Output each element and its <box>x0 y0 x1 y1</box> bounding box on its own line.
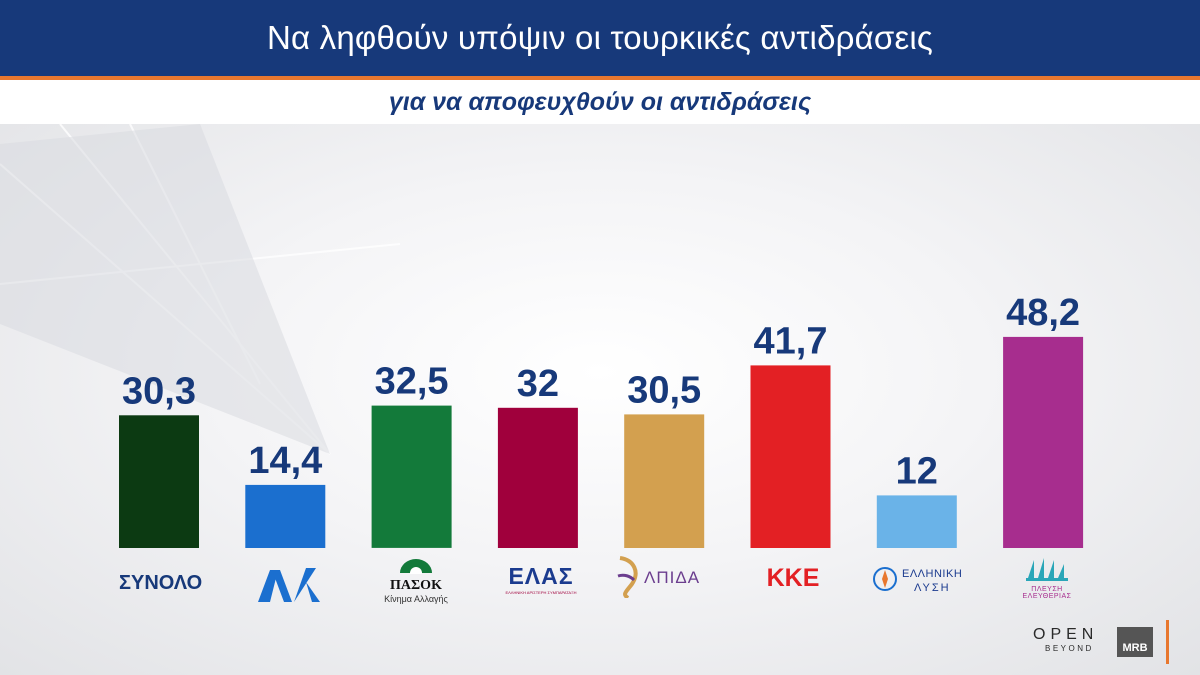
bar-1 <box>245 484 326 548</box>
logo-nd: ΝΔ <box>250 562 330 606</box>
pasok-logo-text: ΠΑΣΟΚ <box>390 578 442 593</box>
bar-3 <box>497 407 578 548</box>
logo-elas: ΕΛΑΣ ΕΛΛΗΝΙΚΗ ΑΡΙΣΤΕΡΗ ΣΥΜΠΑΡΑΤΑΞΗ <box>496 563 586 595</box>
bar-value-label-0: 30,3 <box>122 370 196 412</box>
bar-value-label-5: 41,7 <box>754 320 828 362</box>
logo-pasok: ΠΑΣΟΚ Κίνημα Αλλαγής <box>374 556 458 604</box>
elpida-logo-text: ΛΠΙΔΑ <box>644 568 701 587</box>
open-beyond-logo: OPEN BEYOND <box>1033 626 1103 660</box>
kke-logo-text: ΚΚΕ <box>766 564 820 592</box>
open-logo-text: OPEN <box>1033 626 1099 643</box>
bar-0 <box>119 415 199 548</box>
bar-7 <box>1003 336 1084 548</box>
logo-elliniki-lysi: ΕΛΛΗΝΙΚΗ ΛΥΣΗ <box>870 562 963 598</box>
elliniki-lysi-compass-icon <box>873 567 897 591</box>
beyond-logo-text: BEYOND <box>1045 644 1094 653</box>
plefsi-sails-icon <box>1026 558 1068 581</box>
mrb-logo-text: MRB <box>1122 642 1148 654</box>
elliniki-lysi-text-2: ΛΥΣΗ <box>914 582 951 594</box>
bar-2 <box>371 405 452 548</box>
bar-5 <box>750 365 831 548</box>
logo-total-label: ΣΥΝΟΛΟ <box>119 572 203 594</box>
pasok-logo-sub: Κίνημα Αλλαγής <box>384 594 448 604</box>
pasok-sun-icon <box>400 559 432 579</box>
logo-plefsi: ΠΛΕΥΣΗ ΕΛΕΥΘΕΡΙΑΣ <box>1012 556 1082 600</box>
logo-elpida: ΛΠΙΔΑ <box>612 554 712 600</box>
background-decoration <box>0 124 401 455</box>
header-bar: Να ληφθούν υπόψιν οι τουρκικές αντιδράσε… <box>0 0 1200 76</box>
mrb-logo: MRB <box>1117 627 1153 657</box>
chart-title: Να ληφθούν υπόψιν οι τουρκικές αντιδράσε… <box>266 19 934 56</box>
plefsi-text-1: ΠΛΕΥΣΗ <box>1031 586 1063 593</box>
chart-subtitle: για να αποφευχθούν οι αντιδράσεις <box>388 87 812 116</box>
logo-total: ΣΥΝΟΛΟ <box>119 572 203 595</box>
bar-6 <box>876 495 957 548</box>
brand-divider <box>1166 620 1169 664</box>
elpida-olive-icon <box>617 556 638 598</box>
subheader-bar: για να αποφευχθούν οι αντιδράσεις <box>0 80 1200 124</box>
accent-line <box>0 76 1200 80</box>
elliniki-lysi-text-1: ΕΛΛΗΝΙΚΗ <box>902 568 963 580</box>
bar-value-label-3: 32 <box>517 363 559 405</box>
bar-value-label-6: 12 <box>896 450 938 492</box>
bar-value-label-2: 32,5 <box>375 361 449 403</box>
bar-4 <box>624 414 705 548</box>
logo-kke: ΚΚΕ <box>752 564 834 593</box>
elas-logo-text: ΕΛΑΣ <box>508 563 574 589</box>
plefsi-text-2: ΕΛΕΥΘΕΡΙΑΣ <box>1022 593 1072 600</box>
bar-value-label-4: 30,5 <box>627 369 701 411</box>
nd-logo-icon <box>258 568 320 602</box>
bar-value-label-1: 14,4 <box>248 440 322 482</box>
bar-value-label-7: 48,2 <box>1006 292 1080 334</box>
elas-logo-sub: ΕΛΛΗΝΙΚΗ ΑΡΙΣΤΕΡΗ ΣΥΜΠΑΡΑΤΑΞΗ <box>505 590 577 595</box>
